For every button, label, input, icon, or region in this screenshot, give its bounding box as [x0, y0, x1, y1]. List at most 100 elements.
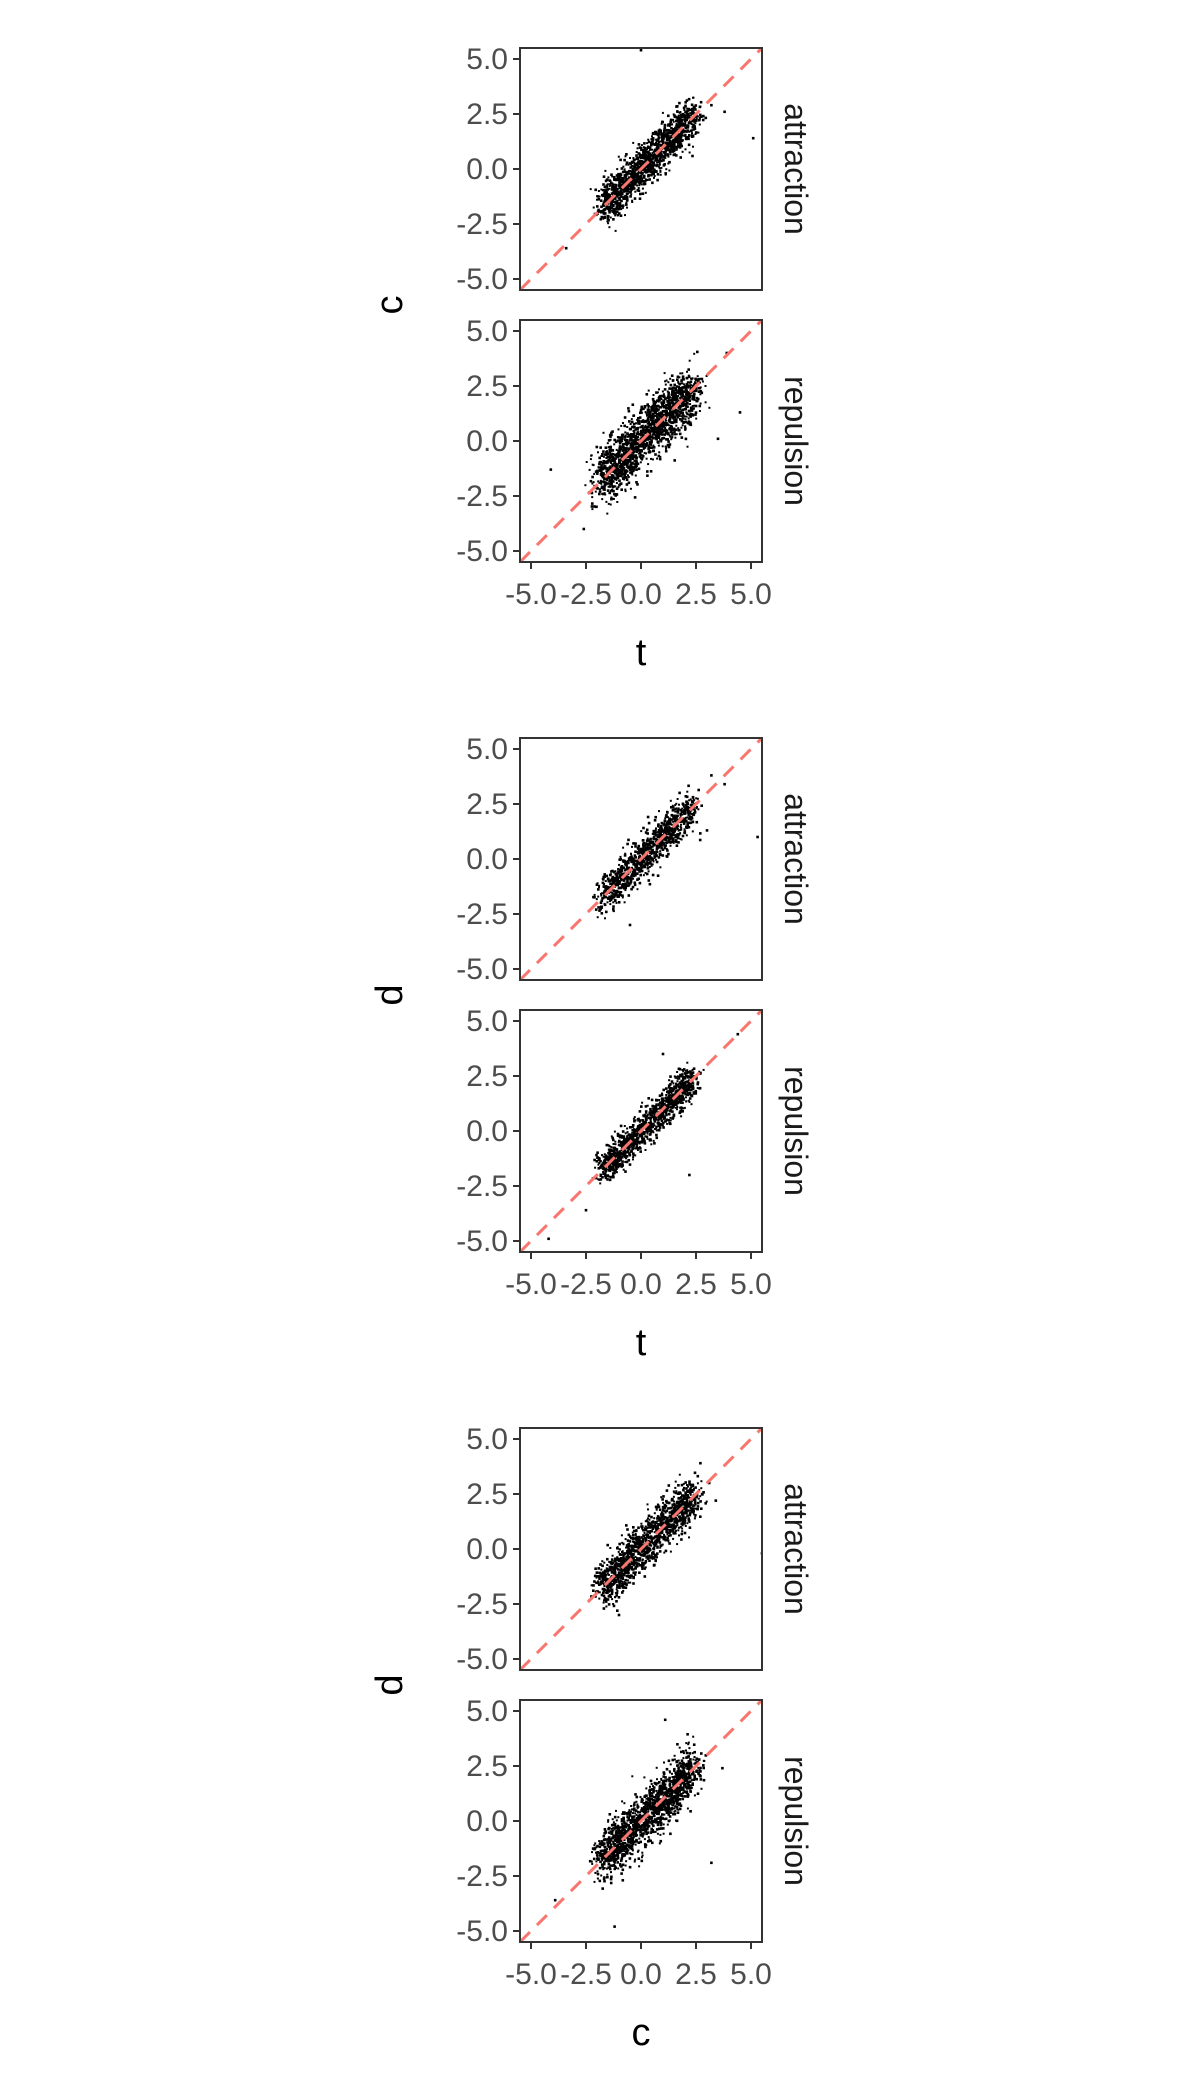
data-point — [642, 442, 645, 444]
data-point — [683, 109, 686, 111]
data-point — [632, 441, 636, 444]
data-point — [609, 882, 612, 886]
data-point — [687, 817, 690, 820]
data-point — [644, 872, 647, 874]
data-point — [642, 182, 646, 186]
data-point — [640, 862, 644, 865]
data-point — [647, 463, 650, 466]
data-point — [666, 816, 669, 818]
data-point — [667, 401, 670, 404]
data-point — [622, 879, 626, 882]
data-point — [625, 1155, 629, 1158]
data-point — [673, 840, 676, 843]
data-point — [638, 422, 641, 425]
y-tick-label: 2.5 — [466, 98, 508, 131]
data-point — [677, 829, 680, 832]
data-point — [639, 1140, 643, 1144]
data-point — [691, 820, 695, 824]
data-point — [647, 417, 650, 420]
data-point — [676, 375, 680, 379]
data-point — [623, 168, 626, 171]
data-point — [632, 433, 635, 436]
data-point — [645, 393, 649, 396]
data-point — [658, 810, 660, 813]
data-point — [687, 138, 690, 141]
data-point — [667, 162, 670, 165]
data-point — [648, 174, 650, 177]
data-point — [675, 385, 679, 388]
data-point — [612, 176, 616, 179]
data-point — [649, 1107, 652, 1111]
data-point — [652, 843, 655, 846]
data-point — [696, 397, 700, 401]
data-point — [641, 424, 644, 427]
data-point — [616, 1162, 619, 1165]
data-point — [635, 154, 638, 157]
data-point — [624, 186, 627, 189]
y-tick-label: 2.5 — [466, 788, 508, 821]
data-point — [691, 414, 695, 417]
data-point — [699, 100, 703, 104]
data-point — [630, 855, 633, 858]
data-point — [663, 433, 667, 436]
data-point — [668, 403, 672, 406]
data-point — [680, 819, 683, 822]
data-point — [679, 397, 682, 400]
data-point — [678, 122, 681, 126]
y-tick-label: 0.0 — [466, 425, 508, 458]
data-point — [619, 893, 622, 897]
data-point — [645, 168, 648, 172]
data-point — [650, 173, 653, 177]
data-point — [684, 420, 688, 424]
data-point — [681, 807, 684, 810]
data-point — [619, 1164, 622, 1167]
data-point — [615, 470, 618, 473]
data-point — [679, 156, 682, 159]
data-point — [637, 444, 640, 447]
data-point — [620, 878, 623, 882]
data-point — [693, 119, 696, 122]
data-point — [625, 471, 628, 474]
data-point — [643, 451, 646, 454]
data-point — [621, 204, 625, 207]
data-point — [639, 192, 642, 196]
data-point — [678, 410, 681, 413]
data-point — [675, 408, 677, 411]
data-point — [601, 486, 604, 489]
data-point — [667, 1092, 671, 1095]
data-point — [618, 471, 622, 475]
data-point — [671, 150, 674, 153]
data-point — [649, 1118, 652, 1121]
data-point — [638, 146, 642, 149]
data-point — [599, 908, 602, 911]
data-point — [641, 426, 644, 429]
data-point — [651, 154, 654, 157]
data-point — [676, 391, 679, 394]
data-point — [602, 885, 606, 888]
data-point — [650, 863, 653, 866]
data-point — [686, 412, 688, 415]
data-point — [616, 210, 619, 213]
data-point — [686, 135, 690, 139]
data-point — [675, 424, 678, 427]
data-point — [634, 174, 637, 177]
data-point — [604, 887, 607, 890]
data-point — [644, 180, 647, 183]
data-point — [620, 1151, 623, 1154]
data-point — [687, 114, 691, 117]
data-point — [651, 845, 654, 848]
data-point — [651, 419, 655, 422]
data-point — [686, 394, 689, 397]
data-point — [641, 458, 644, 461]
data-point — [622, 477, 625, 480]
data-point — [622, 188, 626, 192]
data-point — [613, 1151, 616, 1154]
data-point — [644, 411, 647, 414]
data-point — [674, 389, 678, 392]
data-point — [693, 125, 696, 128]
data-point — [661, 1100, 665, 1104]
data-point — [661, 138, 664, 142]
data-point — [622, 1151, 625, 1154]
data-point — [625, 1137, 629, 1141]
